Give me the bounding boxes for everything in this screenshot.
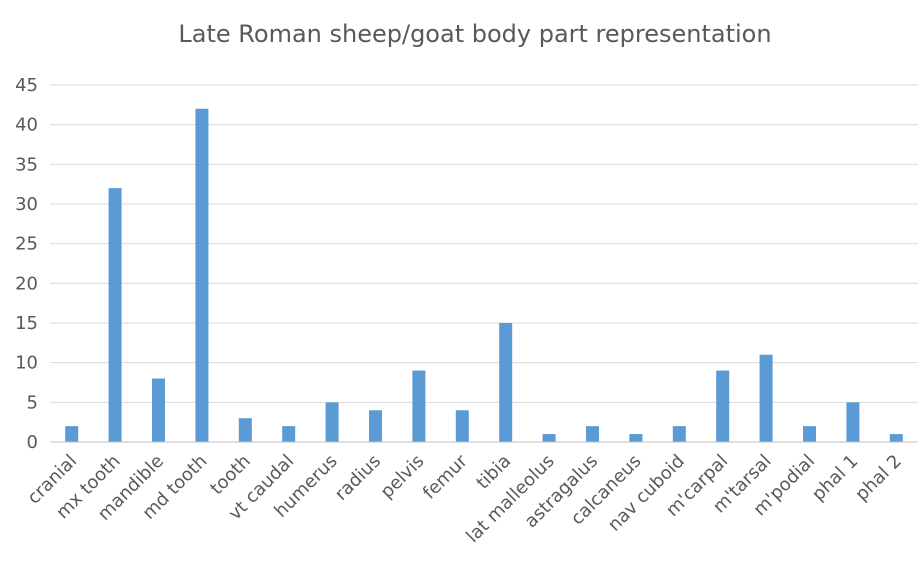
y-tick-label: 35 (15, 154, 38, 175)
x-tick-label: phal 2 (851, 451, 905, 505)
y-tick-label: 45 (15, 75, 38, 96)
bar-cranial (65, 426, 79, 442)
bar-m-tarsal (759, 354, 773, 442)
bar-tibia (499, 323, 513, 442)
y-tick-label: 40 (15, 115, 38, 136)
bar-lat-malleolus (542, 434, 556, 442)
bar-femur (455, 410, 469, 442)
gridlines (50, 84, 918, 403)
bar-nav-cuboid (672, 426, 686, 442)
y-tick-label: 20 (15, 273, 38, 294)
bar-mx-tooth (108, 188, 122, 442)
y-axis-ticks: 0 5 10 15 20 25 30 35 40 45 (15, 75, 38, 453)
chart-title: Late Roman sheep/goat body part represen… (178, 20, 771, 48)
bar-astragalus (586, 426, 599, 442)
bar-m-carpal (716, 370, 730, 442)
bar-calcaneus (629, 434, 643, 442)
bar-phal-1 (846, 402, 860, 442)
bar-humerus (325, 402, 339, 442)
y-tick-label: 0 (27, 432, 38, 453)
y-tick-label: 30 (15, 194, 38, 215)
bars (65, 108, 903, 443)
bar-tooth (238, 418, 252, 442)
y-tick-label: 10 (15, 353, 38, 374)
bar-radius (369, 410, 382, 442)
x-tick-label: femur (419, 450, 472, 503)
y-tick-label: 25 (15, 234, 38, 255)
y-tick-label: 15 (15, 313, 38, 334)
bar-phal-2 (889, 434, 903, 442)
bar-md-tooth (195, 108, 209, 443)
x-tick-label: pelvis (376, 451, 428, 503)
bar-pelvis (412, 370, 426, 442)
bar-mandible (152, 378, 165, 442)
y-tick-label: 5 (27, 392, 38, 413)
x-tick-label: radius (331, 451, 385, 505)
x-tick-label: phal 1 (808, 451, 862, 505)
bar-m-podial (803, 426, 816, 442)
bar-vt-caudal (282, 426, 296, 442)
